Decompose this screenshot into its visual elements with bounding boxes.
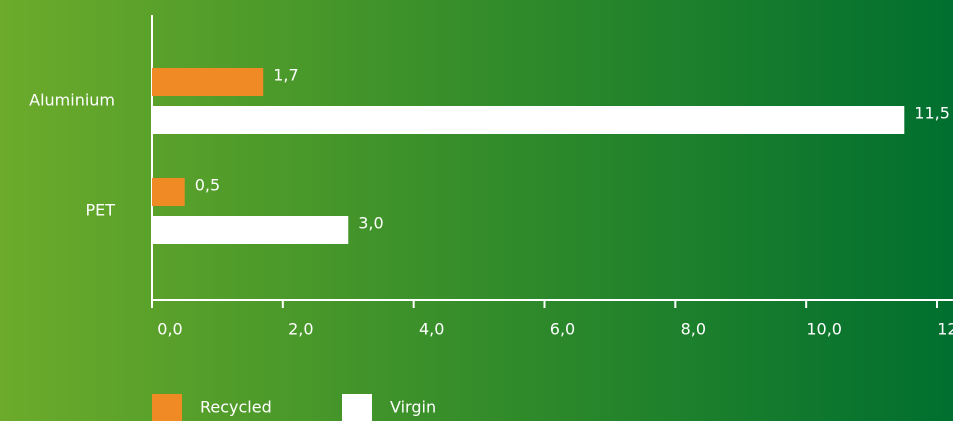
category-label: Aluminium xyxy=(29,91,115,110)
x-tick-label: 6,0 xyxy=(550,320,575,339)
x-tick-label: 2,0 xyxy=(288,320,313,339)
x-tick-label: 10,0 xyxy=(806,320,842,339)
category-label: PET xyxy=(85,201,115,220)
value-label: 11,5 xyxy=(914,104,950,123)
value-label: 3,0 xyxy=(358,214,383,233)
x-tick-label: 12,0 xyxy=(937,320,953,339)
x-tick-label: 4,0 xyxy=(419,320,444,339)
bar xyxy=(152,68,264,96)
value-label: 1,7 xyxy=(273,66,298,85)
x-tick-label: 8,0 xyxy=(681,320,706,339)
legend-swatch xyxy=(152,394,182,421)
bar xyxy=(152,178,185,206)
bar xyxy=(152,106,905,134)
x-tick-label: 0,0 xyxy=(157,320,182,339)
value-label: 0,5 xyxy=(195,176,220,195)
bar xyxy=(152,216,349,244)
legend-label: Recycled xyxy=(200,398,272,417)
legend-swatch xyxy=(342,394,372,421)
legend-label: Virgin xyxy=(390,398,436,417)
